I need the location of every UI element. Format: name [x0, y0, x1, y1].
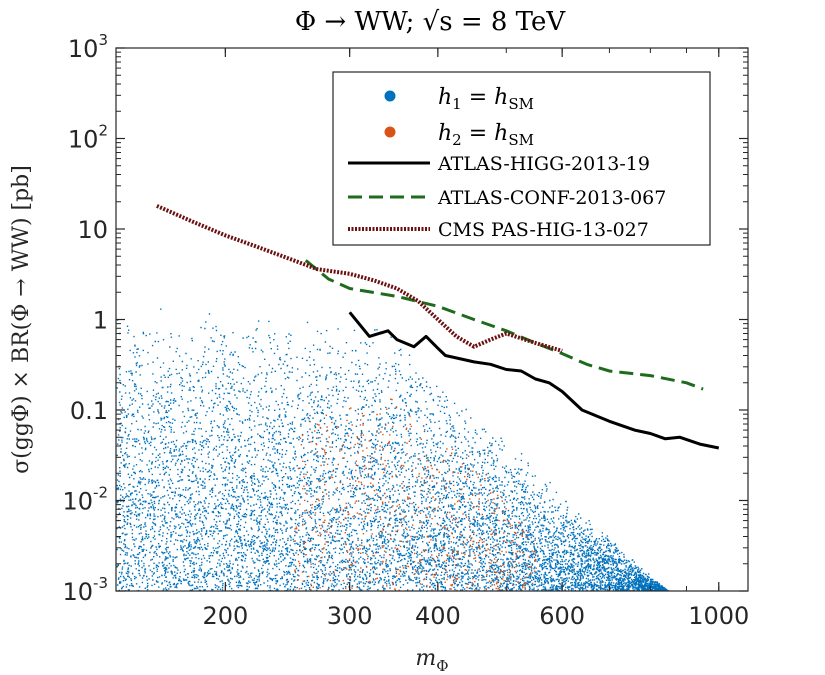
scatter-series-1	[116, 308, 671, 591]
y-tick-label: 10-3	[62, 574, 108, 606]
scatter-points	[116, 308, 671, 591]
x-tick-label: 1000	[688, 602, 749, 630]
y-tick-label: 102	[68, 122, 108, 154]
legend-label-rhs: = h	[462, 121, 509, 146]
scatter-series-2	[294, 398, 537, 591]
legend-entry: CMS PAS-HIG-13-027	[348, 219, 649, 241]
legend-entry: ATLAS-HIGG-2013-19	[348, 153, 650, 175]
y-tick-label-base: 1	[93, 307, 108, 335]
y-tick-label: 10	[77, 216, 108, 244]
legend-entry: ATLAS-CONF-2013-067	[348, 187, 666, 209]
legend-marker	[384, 126, 396, 138]
legend-label-rhs-sub: SM	[508, 95, 534, 113]
y-tick-label-exp: 2	[98, 122, 108, 140]
legend-box	[332, 71, 711, 246]
y-tick-label: 1	[93, 307, 108, 335]
legend-label-main: h	[438, 85, 452, 110]
y-tick-label-exp: -3	[93, 574, 108, 592]
y-axis-label: σ(ggΦ) × BR(Φ → WW) [pb]	[9, 165, 34, 474]
y-tick-label: 10-2	[62, 484, 108, 516]
limit-line-3	[156, 204, 563, 353]
y-tick-label-base: 0.1	[70, 397, 108, 425]
legend-label: ATLAS-HIGG-2013-19	[437, 153, 650, 175]
legend-label: ATLAS-CONF-2013-067	[437, 187, 666, 209]
y-tick-label-base: 10	[77, 216, 108, 244]
x-axis-label-sub: Φ	[436, 657, 448, 675]
x-axis-label: mΦ	[415, 646, 448, 675]
legend-entry: h2 = hSM	[384, 121, 534, 149]
legend-label: h2 = hSM	[438, 121, 534, 149]
x-tick-label: 300	[327, 602, 373, 630]
y-tick-label-base: 10	[68, 35, 99, 63]
limit-line-1	[348, 311, 720, 450]
limit-lines	[156, 204, 720, 450]
legend-label-rhs: = h	[462, 85, 509, 110]
legend-label-rhs-sub: SM	[508, 131, 534, 149]
legend-label-sub: 2	[452, 131, 462, 149]
scatter-points-1	[116, 308, 671, 591]
x-tick-label: 200	[202, 602, 248, 630]
scatter-points-2	[294, 398, 537, 591]
limit-line-2	[304, 259, 704, 391]
y-tick-label-base: 10	[62, 488, 93, 516]
legend-label: CMS PAS-HIG-13-027	[438, 219, 649, 241]
legend-entry: h1 = hSM	[384, 85, 534, 113]
y-tick-label: 0.1	[70, 397, 108, 425]
chart-title: Φ → WW; √s = 8 TeV	[295, 7, 567, 37]
legend-marker	[384, 90, 396, 102]
legend-label-main: h	[438, 121, 452, 146]
x-tick-label: 400	[415, 602, 461, 630]
y-tick-label-exp: 3	[98, 31, 108, 49]
legend-label-sub: 1	[452, 95, 462, 113]
x-tick-label: 600	[539, 602, 585, 630]
x-axis-label-main: m	[415, 646, 436, 671]
y-tick-label: 103	[68, 31, 108, 63]
y-tick-label-exp: -2	[93, 484, 108, 502]
y-tick-label-base: 10	[68, 126, 99, 154]
y-tick-label-base: 10	[62, 578, 93, 606]
legend-label: h1 = hSM	[438, 85, 534, 113]
